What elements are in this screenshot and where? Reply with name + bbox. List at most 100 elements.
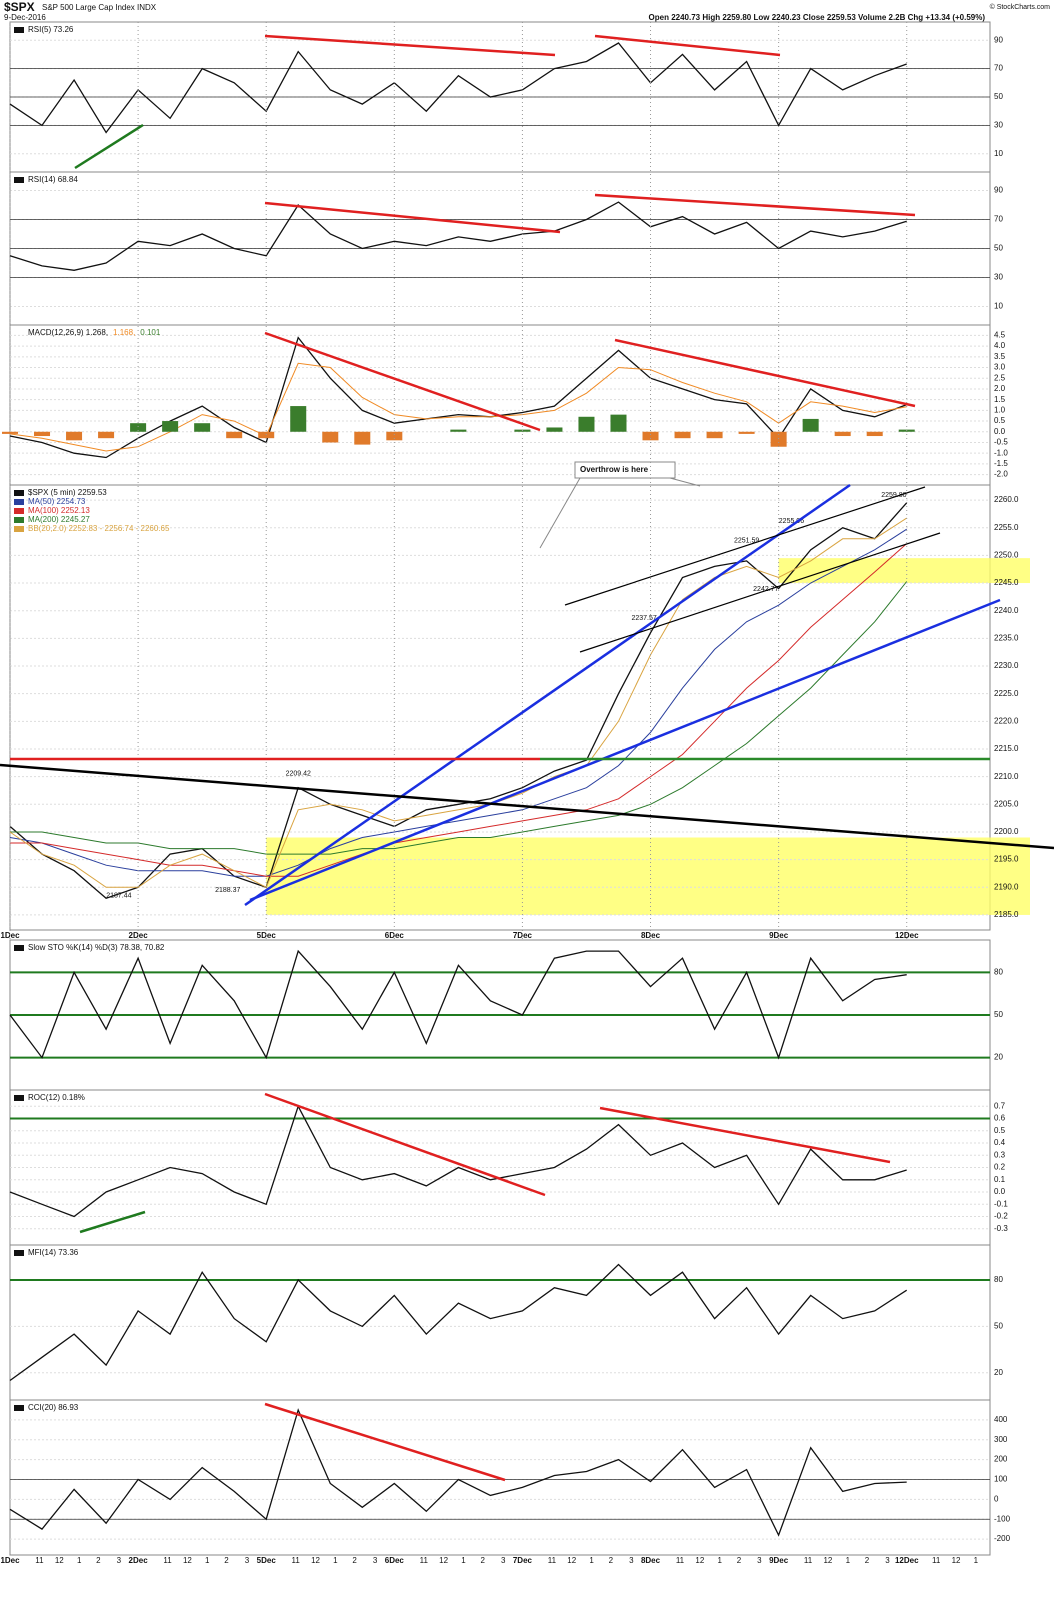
histogram-bar bbox=[290, 406, 307, 432]
y-tick-label: 2230.0 bbox=[994, 661, 1019, 670]
legend-entry: MA(200) 2245.27 bbox=[28, 515, 90, 524]
y-tick-label: 2245.0 bbox=[994, 578, 1019, 587]
x-tick-label: 9Dec bbox=[769, 1556, 789, 1565]
y-tick-label: 2.0 bbox=[994, 384, 1006, 393]
histogram-bar bbox=[770, 431, 787, 447]
x-tick-label: 1 bbox=[77, 1556, 82, 1565]
x-tick-label: 3 bbox=[501, 1556, 506, 1565]
series-line bbox=[9, 949, 907, 1060]
histogram-bar bbox=[34, 431, 51, 437]
x-tick-label: 1 bbox=[461, 1556, 466, 1565]
price-annotation: 2259.80 bbox=[881, 492, 906, 499]
histogram-bar bbox=[1, 431, 19, 434]
x-tick-label: 7Dec bbox=[513, 1556, 533, 1565]
series-line bbox=[9, 42, 907, 134]
legend-swatch bbox=[14, 1405, 24, 1411]
histogram-bar bbox=[834, 431, 851, 437]
legend-entry: $SPX (5 min) 2259.53 bbox=[28, 488, 107, 497]
y-tick-label: 50 bbox=[994, 244, 1003, 253]
y-tick-label: 2250.0 bbox=[994, 550, 1019, 559]
trend-line bbox=[594, 34, 781, 57]
y-tick-label: 70 bbox=[994, 64, 1003, 73]
legend-entry: MA(100) 2252.13 bbox=[28, 506, 90, 515]
series-line bbox=[10, 581, 908, 855]
y-tick-label: -1.0 bbox=[994, 448, 1008, 457]
histogram-bar bbox=[802, 418, 819, 432]
y-tick-label: 3.5 bbox=[994, 352, 1006, 361]
y-tick-label: -2.0 bbox=[994, 470, 1008, 479]
y-tick-label: 90 bbox=[994, 186, 1003, 195]
x-tick-label: 12 bbox=[567, 1556, 576, 1565]
y-tick-label: 2210.0 bbox=[994, 772, 1019, 781]
histogram-bar bbox=[578, 416, 595, 432]
histogram-bar bbox=[322, 431, 339, 443]
x-tick-label: 11 bbox=[804, 1556, 813, 1565]
legend-entry: Slow STO %K(14) %D(3) 78.38, 70.82 bbox=[28, 943, 165, 952]
price-annotation: 2188.37 bbox=[215, 887, 240, 894]
y-tick-label: 80 bbox=[994, 968, 1003, 977]
zone bbox=[266, 837, 1031, 915]
panel: -2.0 -1.5 -1.0-0.5 0.0 0.5 1.01.5 2.0 2.53.0 3.5… bbox=[1, 324, 1008, 486]
legend-swatch bbox=[14, 1250, 24, 1256]
trend-line bbox=[579, 532, 941, 653]
x-tick-label: 7Dec bbox=[513, 931, 533, 940]
trend-lines bbox=[0, 34, 1054, 1482]
series-line bbox=[9, 1408, 907, 1537]
trend-line bbox=[564, 486, 926, 606]
histogram-bar bbox=[194, 423, 211, 432]
y-tick-label: 2200.0 bbox=[994, 827, 1019, 836]
histogram-bar bbox=[450, 429, 467, 432]
credit: © StockCharts.com bbox=[990, 3, 1051, 11]
x-tick-label: 11 bbox=[420, 1556, 429, 1565]
y-tick-label: 0 bbox=[994, 1494, 999, 1503]
histogram-bar bbox=[130, 423, 147, 432]
x-tick-label: 2 bbox=[737, 1556, 742, 1565]
y-tick-label: 0.1 bbox=[994, 1175, 1006, 1184]
y-tick-label: 4.0 bbox=[994, 341, 1006, 350]
callout-box bbox=[574, 461, 676, 479]
price-annotation: 2255.06 bbox=[779, 518, 804, 525]
y-tick-label: 0.6 bbox=[994, 1114, 1006, 1123]
legend-swatch bbox=[14, 1095, 24, 1101]
x-tick-label: 2Dec bbox=[129, 1556, 149, 1565]
trend-line bbox=[0, 763, 1054, 850]
y-tick-label: -100 bbox=[994, 1514, 1011, 1523]
histogram-bar bbox=[226, 431, 243, 439]
x-tick-label: 3 bbox=[885, 1556, 890, 1565]
y-tick-label: 10 bbox=[994, 149, 1003, 158]
x-tick-label: 3 bbox=[117, 1556, 122, 1565]
legend-swatch bbox=[14, 499, 24, 505]
y-tick-label: 300 bbox=[994, 1435, 1008, 1444]
y-tick-label: 4.5 bbox=[994, 331, 1006, 340]
y-tick-label: 0.0 bbox=[994, 427, 1006, 436]
histogram-bar bbox=[706, 431, 723, 439]
y-tick-label: 50 bbox=[994, 92, 1003, 101]
y-tick-label: 0.3 bbox=[994, 1150, 1006, 1159]
y-tick-label: -0.1 bbox=[994, 1199, 1008, 1208]
series-line bbox=[9, 362, 907, 452]
y-tick-label: 30 bbox=[994, 273, 1003, 282]
x-tick-label: 1 bbox=[717, 1556, 722, 1565]
x-tick-label: 1 bbox=[333, 1556, 338, 1565]
y-tick-label: 2.5 bbox=[994, 373, 1006, 382]
y-tick-label: 2205.0 bbox=[994, 799, 1019, 808]
legend-entry: 1.168, bbox=[113, 328, 135, 337]
x-tick-label: 12Dec bbox=[895, 1556, 919, 1565]
trend-line bbox=[74, 123, 144, 170]
trend-line bbox=[244, 483, 851, 907]
legend-entry: ROC(12) 0.18% bbox=[28, 1093, 85, 1102]
price-annotation: 2237.57 bbox=[631, 615, 656, 622]
x-tick-label: 6Dec bbox=[385, 1556, 405, 1565]
y-tick-label: 100 bbox=[994, 1475, 1008, 1484]
y-tick-label: 0.5 bbox=[994, 416, 1006, 425]
symbol-name: S&P 500 Large Cap Index INDX bbox=[42, 3, 157, 12]
x-tick-label: 1 bbox=[974, 1556, 979, 1565]
x-tick-label: 6Dec bbox=[385, 931, 405, 940]
x-tick-label: 2Dec bbox=[129, 931, 149, 940]
x-tick-label: 1 bbox=[589, 1556, 594, 1565]
panel: 10 30 50 70 90 RSI(14) 68.84 bbox=[9, 171, 1003, 326]
y-tick-label: 0.7 bbox=[994, 1101, 1006, 1110]
legend-swatch bbox=[14, 526, 24, 532]
